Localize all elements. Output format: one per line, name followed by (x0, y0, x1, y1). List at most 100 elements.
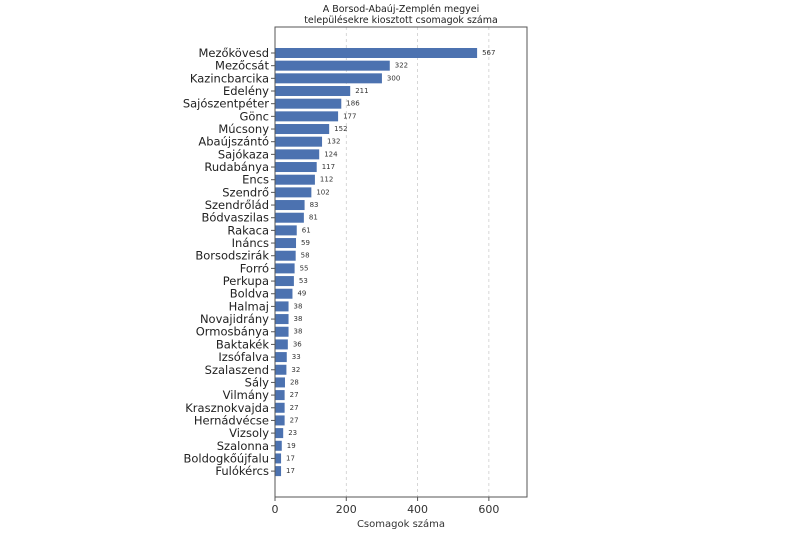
y-tick-label: Ormosbánya (196, 325, 269, 339)
bar (275, 250, 296, 261)
y-tick-label: Encs (242, 173, 269, 187)
y-tick-label: Sajókaza (218, 147, 269, 161)
data-label: 55 (300, 264, 309, 272)
bar (275, 174, 315, 185)
bar (275, 466, 282, 477)
data-label: 32 (291, 366, 300, 374)
y-tick-label: Vilmány (223, 388, 270, 402)
bar (275, 402, 285, 413)
y-tick-label: Mezőcsát (215, 59, 269, 73)
data-label: 102 (316, 188, 329, 196)
y-tick-label: Baktakék (216, 337, 269, 351)
x-tick-label: 200 (336, 503, 357, 516)
data-label: 322 (395, 62, 408, 70)
y-tick-label: Forró (240, 261, 269, 275)
bar (275, 86, 351, 97)
data-label: 33 (292, 353, 301, 361)
y-tick-label: Novajidrány (200, 312, 269, 326)
data-label: 38 (294, 302, 303, 310)
bar (275, 238, 297, 249)
y-tick-label: Kazincbarcika (190, 71, 269, 85)
bar (275, 339, 288, 350)
bar (275, 428, 284, 439)
data-label: 81 (309, 214, 318, 222)
y-tick-label: Mezőkövesd (198, 46, 269, 60)
y-tick-label: Izsófalva (218, 350, 269, 364)
y-tick-label: Ináncs (232, 236, 269, 250)
data-label: 23 (288, 429, 297, 437)
data-label: 83 (310, 201, 319, 209)
chart-title-line-1: A Borsod-Abaúj-Zemplén megyei (323, 4, 480, 15)
data-label: 61 (302, 226, 311, 234)
bar (275, 352, 287, 363)
data-label: 17 (286, 454, 295, 462)
bar (275, 73, 382, 84)
x-tick-label: 400 (407, 503, 428, 516)
bar (275, 149, 320, 160)
x-tick-label: 600 (478, 503, 499, 516)
data-label: 211 (355, 87, 368, 95)
y-tick-label: Hernádvécse (194, 413, 269, 427)
y-tick-label: Rakaca (227, 223, 269, 237)
data-label: 27 (290, 391, 299, 399)
bar (275, 326, 289, 337)
y-tick-label: Edelény (223, 84, 269, 98)
y-tick-label: Fulókércs (215, 464, 269, 478)
bar (275, 301, 289, 312)
bar (275, 276, 294, 287)
bar (275, 200, 305, 211)
data-label: 27 (290, 404, 299, 412)
x-tick-label: 0 (272, 503, 279, 516)
bar (275, 390, 285, 401)
data-label: 567 (482, 49, 495, 57)
data-label: 19 (287, 442, 296, 450)
x-axis-label: Csomagok száma (357, 518, 445, 530)
bar (275, 453, 282, 464)
y-tick-label: Abaújszántó (198, 135, 269, 149)
y-tick-label: Szendrőlád (205, 198, 269, 212)
bar (275, 124, 330, 135)
bar (275, 364, 287, 375)
data-label: 300 (387, 74, 400, 82)
plot-frame (274, 26, 528, 498)
data-label: 17 (286, 467, 295, 475)
data-label: 38 (294, 315, 303, 323)
data-label: 58 (301, 252, 310, 260)
bar (275, 288, 293, 299)
bar (275, 60, 390, 71)
data-label: 177 (343, 112, 356, 120)
y-tick-label: Múcsony (218, 122, 269, 136)
data-label: 124 (324, 150, 338, 158)
data-label: 38 (294, 328, 303, 336)
y-tick-label: Gönc (239, 109, 269, 123)
y-tick-label: Sály (245, 375, 270, 389)
data-label: 28 (290, 378, 299, 386)
data-label: 186 (346, 100, 360, 108)
y-tick-label: Halmaj (229, 299, 269, 313)
data-label: 53 (299, 277, 308, 285)
y-tick-label: Szalonna (217, 439, 269, 453)
y-tick-label: Szendrő (222, 185, 269, 199)
bar (275, 440, 282, 451)
y-tick-label: Bódvaszilas (201, 211, 269, 225)
data-label: 36 (293, 340, 302, 348)
bar (275, 136, 323, 147)
data-label: 27 (290, 416, 299, 424)
data-label: 117 (322, 163, 335, 171)
data-label: 59 (301, 239, 310, 247)
bar (275, 48, 478, 58)
bar (275, 314, 289, 325)
y-tick-label: Boldva (230, 287, 269, 301)
bar (275, 187, 312, 198)
bar (275, 225, 297, 236)
data-label: 152 (334, 125, 347, 133)
y-tick-label: Rudabánya (204, 160, 269, 174)
chart-title-line-2: településekre kiosztott csomagok száma (304, 15, 498, 26)
bar (275, 212, 304, 223)
data-label: 112 (320, 176, 333, 184)
y-tick-label: Perkupa (223, 274, 269, 288)
bar (275, 415, 285, 426)
data-label: 49 (297, 290, 306, 298)
bar (275, 377, 285, 388)
